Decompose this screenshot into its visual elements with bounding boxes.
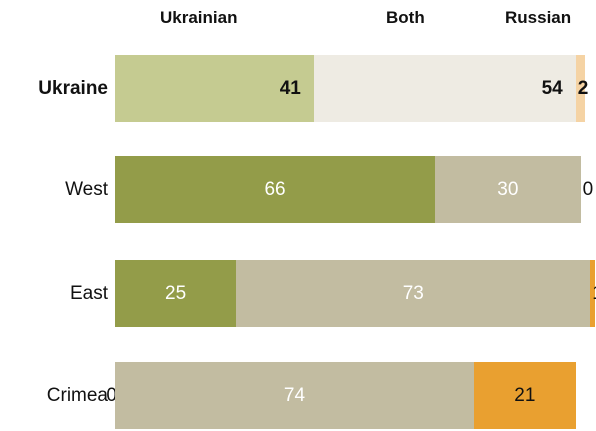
value-label-east-russian: 1 <box>592 284 596 303</box>
header-russian: Russian <box>505 8 572 27</box>
value-label-ukraine-ukrainian: 41 <box>279 77 301 99</box>
value-label-east-ukrainian: 25 <box>165 282 187 304</box>
value-label-east-both: 73 <box>402 282 424 304</box>
bar-east-russian <box>590 260 596 327</box>
value-label-ukraine-both: 54 <box>541 77 563 99</box>
row-label-ukraine: Ukraine <box>38 77 108 99</box>
bar-crimea-both <box>115 362 474 429</box>
row-label-east: East <box>69 282 108 304</box>
bar-ukraine-russian <box>575 55 586 122</box>
row-label-west: West <box>65 178 108 200</box>
value-label-west-russian: 0 <box>582 178 594 200</box>
value-label-ukraine-russian: 2 <box>577 77 589 99</box>
bar-ukraine-both <box>313 55 576 122</box>
bar-east-ukrainian <box>115 260 237 327</box>
bar-west-both <box>435 156 581 223</box>
bar-crimea-russian <box>473 362 576 429</box>
value-label-west-ukrainian: 66 <box>264 178 286 200</box>
header-both: Both <box>386 8 425 27</box>
value-label-crimea-both: 74 <box>283 384 306 406</box>
bar-east-both <box>236 260 591 327</box>
value-label-crimea-russian: 21 <box>514 384 536 406</box>
bar-west-ukrainian <box>115 156 436 223</box>
bar-ukraine-ukrainian <box>115 55 314 122</box>
value-label-crimea-ukrainian: 0 <box>106 384 117 406</box>
value-label-west-both: 30 <box>497 178 519 200</box>
row-label-crimea: Crimea <box>46 384 108 406</box>
header-ukrainian: Ukrainian <box>160 8 238 27</box>
